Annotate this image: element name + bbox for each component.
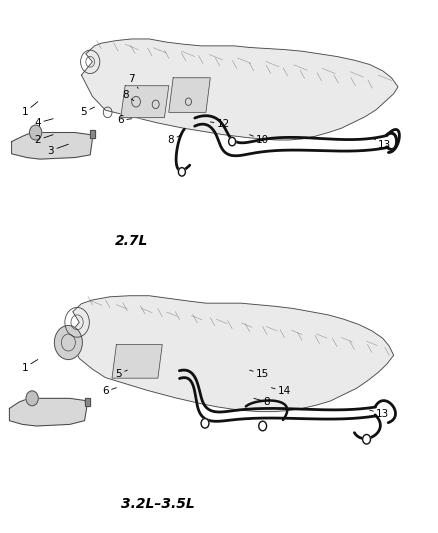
Text: 3: 3 — [48, 144, 68, 156]
Circle shape — [229, 138, 236, 146]
Text: 8: 8 — [254, 397, 270, 407]
Circle shape — [363, 434, 371, 444]
Polygon shape — [81, 39, 398, 140]
Text: 13: 13 — [370, 409, 389, 419]
Polygon shape — [112, 345, 162, 378]
Text: 12: 12 — [210, 119, 230, 129]
Polygon shape — [12, 133, 92, 159]
Bar — [90, 130, 95, 138]
Text: 6: 6 — [102, 386, 117, 397]
Bar — [85, 398, 90, 406]
Text: 13: 13 — [374, 139, 392, 150]
Polygon shape — [10, 398, 87, 426]
Polygon shape — [68, 296, 394, 411]
Text: 1: 1 — [21, 102, 38, 117]
Polygon shape — [121, 86, 169, 118]
Text: 7: 7 — [128, 75, 138, 88]
Circle shape — [29, 125, 42, 140]
Text: 8: 8 — [168, 135, 182, 145]
Bar — [90, 130, 95, 138]
Text: 14: 14 — [272, 386, 291, 397]
Circle shape — [259, 421, 267, 431]
Text: 5: 5 — [80, 107, 95, 117]
Text: 2.7L: 2.7L — [115, 234, 148, 248]
Polygon shape — [169, 78, 210, 112]
Text: 3.2L–3.5L: 3.2L–3.5L — [121, 497, 195, 511]
Circle shape — [54, 326, 82, 360]
Circle shape — [178, 167, 185, 176]
Text: 6: 6 — [117, 115, 132, 125]
Text: 5: 5 — [115, 369, 127, 379]
Text: 4: 4 — [35, 118, 53, 128]
Text: 8: 8 — [122, 90, 134, 101]
Text: 1: 1 — [21, 360, 38, 373]
Circle shape — [201, 418, 209, 428]
Text: 15: 15 — [250, 369, 269, 379]
Circle shape — [26, 391, 38, 406]
Text: 10: 10 — [250, 135, 269, 145]
Bar — [85, 398, 90, 406]
Text: 2: 2 — [35, 135, 53, 145]
